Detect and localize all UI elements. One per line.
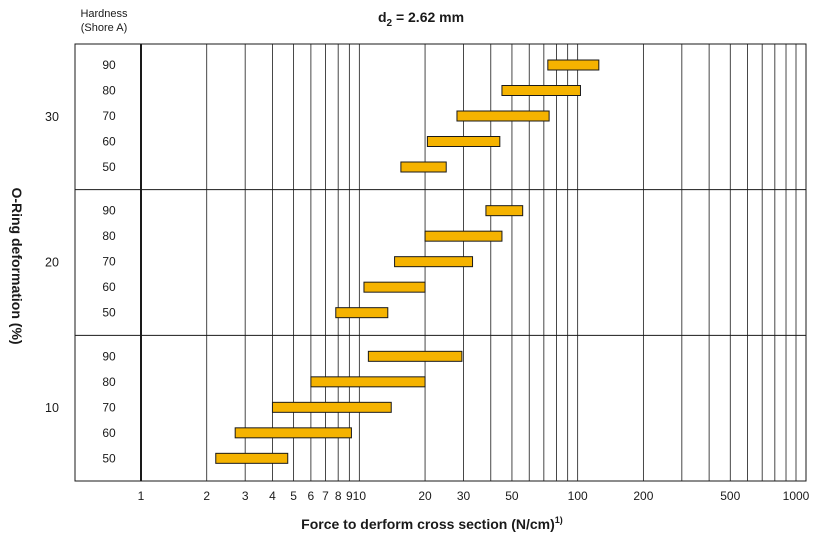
hardness-label-20-60: 60: [102, 280, 116, 294]
bar-10pct-60: [234, 427, 352, 439]
hardness-label-30-70: 70: [102, 109, 116, 123]
bar-20pct-50: [335, 307, 389, 319]
bar-10pct-90: [367, 350, 463, 362]
hardness-label-20-80: 80: [102, 229, 116, 243]
hardness-label-30-50: 50: [102, 160, 116, 174]
deformation-label-20: 20: [45, 256, 59, 270]
x-tick-label-6: 6: [308, 489, 315, 503]
bar-10pct-50: [215, 452, 289, 464]
bar-30pct-70: [456, 110, 550, 122]
deformation-label-10: 10: [45, 401, 59, 415]
chart-title-suffix: = 2.62 mm: [392, 9, 464, 25]
bar-10pct-80: [310, 376, 426, 388]
bar-30pct-60: [426, 136, 501, 147]
hardness-label-20-70: 70: [102, 255, 116, 269]
bar-30pct-90: [547, 59, 600, 71]
hardness-label-10-60: 60: [102, 426, 116, 440]
bars: [215, 59, 600, 464]
hardness-header-line1: Hardness: [80, 8, 128, 20]
x-axis-title-sup: 1): [555, 515, 563, 525]
hardness-label-20-50: 50: [102, 306, 116, 320]
y-axis-title: O-Ring deformation (%): [9, 187, 25, 344]
plot-border: [74, 43, 807, 482]
x-tick-label-500: 500: [720, 489, 740, 503]
chart-title-prefix: d: [378, 9, 387, 25]
bar-20pct-60: [363, 281, 426, 293]
x-axis-title-main: Force to derform cross section (N/cm): [301, 516, 555, 532]
hardness-header-line2: (Shore A): [81, 22, 127, 34]
x-tick-label-4: 4: [269, 489, 276, 503]
chart-title-subscript: 2: [387, 18, 393, 29]
plot-frame: [74, 43, 807, 482]
hardness-label-30-90: 90: [102, 58, 116, 72]
bar-20pct-70: [394, 256, 474, 268]
x-tick-label-8: 8: [335, 489, 342, 503]
hardness-label-20-90: 90: [102, 204, 116, 218]
x-tick-label-3: 3: [242, 489, 249, 503]
bar-20pct-90: [485, 205, 524, 217]
x-tick-label-10: 10: [353, 489, 367, 503]
hardness-label-30-80: 80: [102, 84, 116, 98]
hardness-label-10-50: 50: [102, 451, 116, 465]
chart-title: d2 = 2.62 mm: [378, 9, 464, 29]
x-tick-label-1: 1: [138, 489, 145, 503]
x-tick-label-7: 7: [322, 489, 329, 503]
x-tick-label-5: 5: [290, 489, 297, 503]
hardness-label-30-60: 60: [102, 135, 116, 149]
x-tick-label-2: 2: [203, 489, 210, 503]
bar-30pct-80: [501, 85, 581, 96]
hardness-label-10-90: 90: [102, 349, 116, 363]
bar-10pct-70: [271, 401, 392, 413]
x-axis-title: Force to derform cross section (N/cm)1): [301, 515, 563, 532]
x-tick-label-20: 20: [418, 489, 432, 503]
deformation-label-30: 30: [45, 110, 59, 124]
x-tick-label-200: 200: [633, 489, 653, 503]
x-tick-label-50: 50: [505, 489, 519, 503]
hardness-label-10-70: 70: [102, 400, 116, 414]
bar-30pct-50: [400, 161, 447, 173]
hardness-label-10-80: 80: [102, 375, 116, 389]
labels: Hardness (Shore A) d2 = 2.62 mm Force to…: [9, 8, 810, 532]
x-tick-label-1000: 1000: [783, 489, 810, 503]
x-tick-label-30: 30: [457, 489, 471, 503]
x-tick-label-100: 100: [568, 489, 588, 503]
bar-20pct-80: [424, 230, 503, 242]
x-tick-label-9: 9: [346, 489, 353, 503]
